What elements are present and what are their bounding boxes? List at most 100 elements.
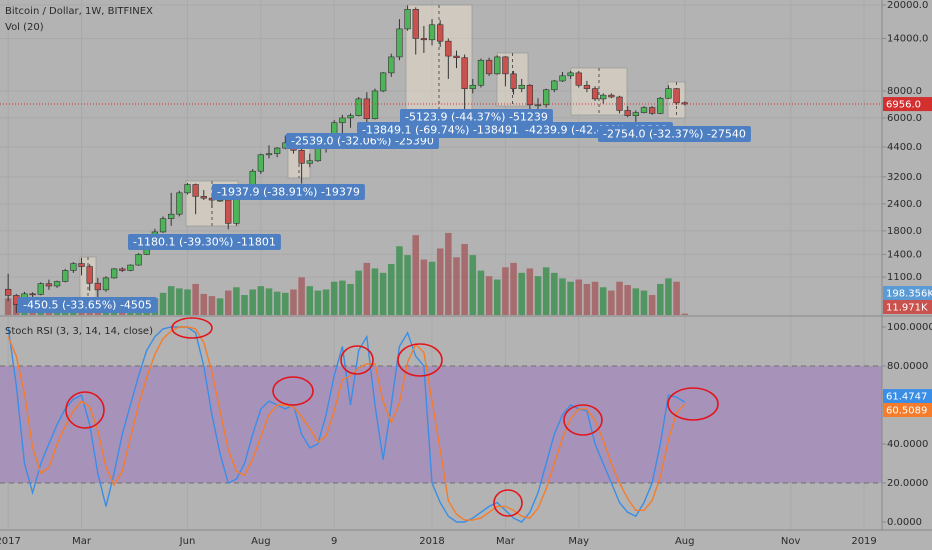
- x-tick-label: Mar: [496, 536, 516, 547]
- candle-body: [159, 218, 167, 233]
- symbol-title: Bitcoin / Dollar, 1W, BITFINEX: [5, 6, 153, 17]
- volume-bar: [673, 281, 680, 315]
- oscillator-band: [0, 365, 882, 483]
- candle-body: [437, 24, 444, 42]
- candle-body: [78, 263, 85, 267]
- volume-bar: [551, 272, 558, 315]
- measure-label-bg: [400, 109, 553, 125]
- volume-bar: [159, 292, 167, 315]
- y-tick-label: 14000.0: [887, 33, 928, 44]
- candle-body: [543, 89, 550, 106]
- candle-body: [192, 184, 199, 197]
- candle-body: [518, 84, 525, 89]
- oscillator-line: [7, 326, 686, 521]
- volume-bar: [379, 272, 387, 315]
- volume-bar: [249, 289, 256, 315]
- volume-bar: [428, 261, 436, 315]
- candle-body: [420, 38, 428, 41]
- candle-body: [62, 270, 69, 282]
- candle-body: [45, 283, 53, 287]
- annotations: -450.5 (-33.65%) -4505 -1180.1 (-39.30%) …: [18, 109, 751, 313]
- candle-body: [526, 84, 534, 106]
- x-tick-label: Jun: [179, 536, 196, 547]
- ellipse: [667, 387, 719, 421]
- volume-bar: [445, 232, 452, 315]
- volume-bar: [176, 288, 183, 315]
- measure-label-bg: [128, 234, 281, 250]
- volume-bar: [542, 267, 550, 315]
- candle-body: [616, 96, 623, 111]
- candle-body: [404, 9, 411, 30]
- y-tick-label: 8000.0: [887, 86, 922, 97]
- volume-bar: [273, 291, 281, 315]
- x-tick-label: Aug: [251, 536, 271, 547]
- volume-bar: [648, 295, 656, 315]
- y-tick-label: 6000.0: [887, 113, 922, 124]
- candle-body: [453, 55, 460, 59]
- candle-body: [445, 40, 452, 57]
- candle-body: [298, 149, 305, 164]
- volume-bar: [257, 286, 265, 315]
- y-tick-label: 2400.0: [887, 199, 922, 210]
- candle-body: [396, 28, 403, 58]
- x-tick-label: 2017: [0, 536, 21, 547]
- volume-bar: [526, 268, 534, 315]
- candle-body: [110, 268, 118, 279]
- candle-body: [379, 72, 387, 92]
- ellipse: [65, 391, 105, 429]
- volume-bar: [4, 298, 12, 315]
- candle-body: [363, 98, 370, 120]
- candle-body: [485, 59, 493, 75]
- volume-bar: [233, 287, 240, 315]
- ellipse: [340, 345, 374, 375]
- volume-bar: [461, 244, 468, 315]
- volume-bar: [388, 263, 395, 315]
- candle-body: [502, 56, 509, 75]
- volume-bar: [265, 288, 273, 315]
- candle-body: [665, 88, 672, 99]
- volume-bar: [420, 259, 428, 315]
- x-tick-label: May: [568, 536, 589, 547]
- candle-body: [624, 110, 631, 116]
- price-tag: 6956.0: [886, 100, 921, 111]
- candle-body: [567, 72, 574, 77]
- y-tick-label: 20000.0: [887, 0, 928, 11]
- volume-tag: 11.971K: [886, 303, 928, 314]
- candle-body: [591, 88, 599, 100]
- volume-bar: [355, 270, 362, 315]
- ellipse: [493, 489, 523, 517]
- candle-body: [200, 196, 207, 199]
- measure-label-bg: [212, 184, 365, 200]
- osc-tick-label: 0.0000: [887, 517, 922, 528]
- candle-body: [388, 56, 395, 74]
- measure-label-bg: [357, 122, 524, 138]
- candle-body: [347, 115, 354, 119]
- candle-body: [428, 24, 436, 41]
- volume-bar: [282, 292, 289, 315]
- volume-bar: [575, 279, 583, 315]
- candle-body: [4, 288, 12, 296]
- volume-ma-tag: 198.356K: [886, 288, 932, 299]
- volume-bar: [657, 283, 664, 315]
- volume-bar: [167, 286, 175, 315]
- volume-bar: [665, 278, 672, 315]
- volume-bar: [493, 279, 501, 315]
- candle-body: [469, 84, 476, 89]
- candle-body: [510, 73, 517, 89]
- candle-body: [102, 277, 110, 291]
- candle-body: [583, 84, 591, 89]
- volume-bar: [330, 281, 338, 315]
- volume-bar: [567, 281, 574, 315]
- candle-body: [534, 104, 542, 107]
- volume-bar: [192, 283, 199, 315]
- ellipse: [397, 343, 443, 377]
- volume-bar: [453, 257, 460, 315]
- volume-bar: [200, 293, 208, 315]
- y-tick-label: 3200.0: [887, 172, 922, 183]
- candle-body: [86, 266, 93, 284]
- highlight-ellipses: [65, 317, 719, 517]
- volume-bar: [314, 290, 322, 315]
- volume-bar: [216, 298, 224, 315]
- volume-bar: [436, 248, 444, 315]
